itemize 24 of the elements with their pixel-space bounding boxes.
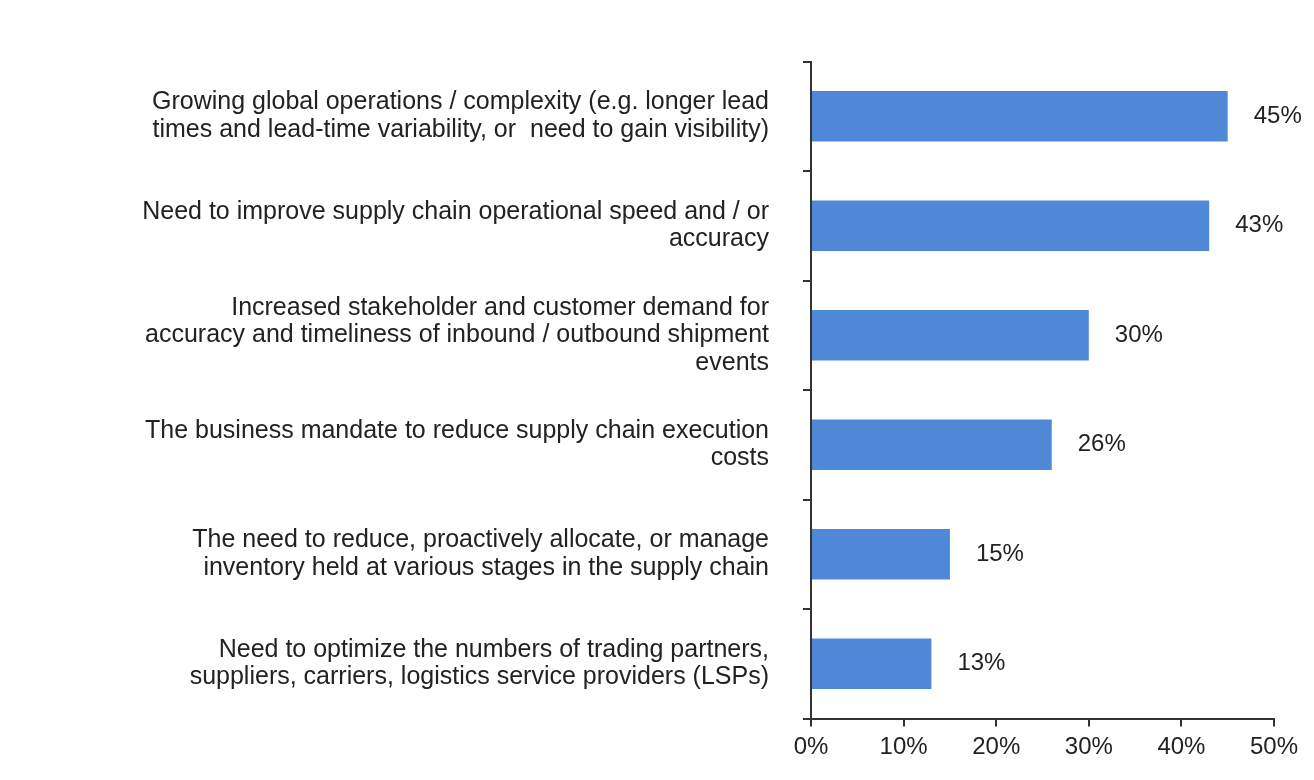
y-tick-label: Growing global operations / complexity (e.g. longer lead times and lead-time variability, or need to gain visibility) <box>151 86 769 142</box>
y-tick-label: The business mandate to reduce supply chain execution costs <box>145 414 769 471</box>
data-label: 13% <box>957 648 1006 676</box>
bar <box>812 638 932 689</box>
bar <box>812 310 1089 361</box>
data-label: 15% <box>975 538 1024 566</box>
x-tick-label: 40% <box>1157 731 1206 759</box>
data-label: 43% <box>1235 210 1284 238</box>
x-tick-label: 20% <box>972 731 1021 759</box>
bar <box>812 419 1052 470</box>
bar <box>812 529 950 580</box>
bar <box>812 91 1228 142</box>
x-tick-label: 30% <box>1064 731 1113 759</box>
data-label: 30% <box>1114 319 1163 347</box>
y-tick-label: Increased stakeholder and customer demand for accuracy and timeliness of inbound / outbound shipment events <box>145 291 770 375</box>
y-tick-label: Need to optimize the numbers of trading partners, suppliers, carriers, logistics service providers (LSPs) <box>189 633 769 690</box>
x-tick-label: 0% <box>793 731 829 759</box>
x-tick-label: 10% <box>879 731 928 759</box>
bar <box>812 200 1210 251</box>
data-label: 45% <box>1253 100 1302 128</box>
y-tick-label: The need to reduce, proactively allocate, or manage inventory held at various stages in the supply chain <box>192 524 769 580</box>
data-label: 26% <box>1077 429 1126 457</box>
y-tick-label: Need to improve supply chain operational speed and / or accuracy <box>142 195 770 252</box>
x-tick-label: 50% <box>1249 731 1299 759</box>
